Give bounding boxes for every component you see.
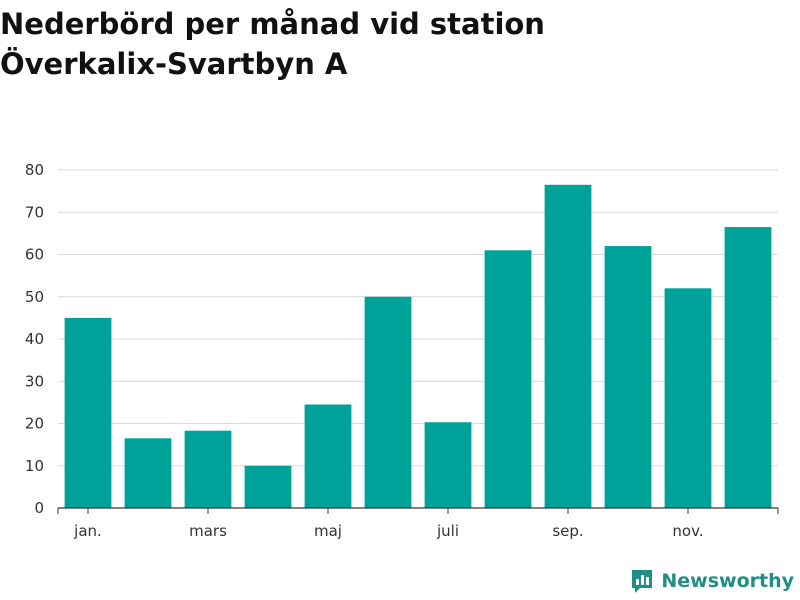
bar-juli: juli: 20.3 (424, 422, 472, 508)
bar-aug: aug.: 61 (484, 250, 532, 508)
y-tick-label: 10 (25, 457, 44, 475)
y-tick-label: 50 (25, 288, 44, 306)
y-tick-label: 80 (25, 161, 44, 179)
x-axis-tick-labels: jan. mars maj juli sep. nov. (73, 522, 703, 540)
x-tick-label: juli (436, 522, 459, 540)
bar-juni: juni: 50 (364, 296, 412, 508)
brand-name: Newsworthy (661, 570, 794, 592)
bar-series: jan.: 45feb.: 16.5mars: 18.3 apr.: 10 maj:… (64, 184, 772, 509)
y-tick-label: 70 (25, 203, 44, 221)
bar-mars: mars: 18.3 (184, 430, 232, 508)
x-tick-label: sep. (552, 522, 583, 540)
x-tick-label: maj (314, 522, 342, 540)
y-tick-label: 60 (25, 246, 44, 264)
chart-title-line-1: Nederbörd per månad vid station (0, 7, 545, 41)
bar-jan: jan.: 45 (64, 317, 112, 508)
gridlines (58, 169, 778, 467)
y-tick-label: 40 (25, 330, 44, 348)
y-tick-label: 20 (25, 415, 44, 433)
bar-dec: dec.: 66.5 (724, 227, 772, 508)
bar-nov: nov.: 52 (664, 288, 712, 508)
x-tick-label: nov. (672, 522, 703, 540)
chart-title: Nederbörd per månad vid station Överkali… (0, 4, 780, 84)
bar-sep: sep.: 76.5 (544, 184, 592, 508)
bar-feb: feb.: 16.5 (124, 438, 172, 508)
x-tick-label: jan. (73, 522, 102, 540)
y-tick-label: 30 (25, 372, 44, 390)
bar-okt: okt.: 62 (604, 246, 652, 509)
brand-logo: Newsworthy (630, 568, 794, 594)
y-tick-label: 0 (34, 499, 44, 517)
x-axis (57, 507, 779, 514)
bar-maj: maj: 24.5 (304, 404, 352, 508)
bar-chart-badge-icon (632, 570, 653, 593)
bar-apr: apr.: 10 (244, 465, 292, 508)
y-axis-tick-labels: 0 10 20 30 40 50 60 70 80 (25, 161, 44, 517)
x-tick-label: mars (189, 522, 227, 540)
chart-title-line-2: Överkalix-Svartbyn A (0, 47, 348, 81)
